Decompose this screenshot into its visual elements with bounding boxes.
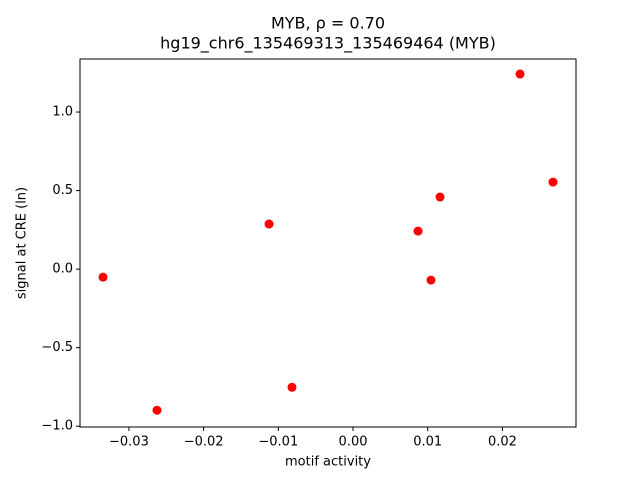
plot-frame [79, 58, 577, 428]
point [152, 405, 162, 415]
x-tick-label: −0.01 [258, 435, 298, 450]
y-tick-label: −1.0 [41, 419, 73, 434]
x-tick-label: −0.02 [184, 435, 224, 450]
chart-subtitle: hg19_chr6_135469313_135469464 (MYB) [160, 34, 496, 54]
x-tick-label: −0.03 [109, 435, 149, 450]
point [413, 226, 423, 236]
point [98, 272, 108, 282]
x-tick-label: 0.00 [339, 435, 368, 450]
point [264, 219, 274, 229]
x-axis-label: motif activity [285, 455, 371, 470]
y-tick-label: −0.5 [41, 340, 73, 355]
y-tick-label: 0.0 [52, 262, 73, 277]
chart-title: MYB, ρ = 0.70 [271, 14, 385, 33]
point [287, 382, 297, 392]
x-tick-label: 0.01 [413, 435, 442, 450]
point [435, 192, 445, 202]
point [426, 275, 436, 285]
x-tick-label: 0.02 [488, 435, 517, 450]
point [515, 69, 525, 79]
point [548, 177, 558, 187]
y-tick-label: 0.5 [52, 183, 73, 198]
y-tick-label: 1.0 [52, 105, 73, 120]
y-axis-label: signal at CRE (ln) [15, 187, 30, 299]
